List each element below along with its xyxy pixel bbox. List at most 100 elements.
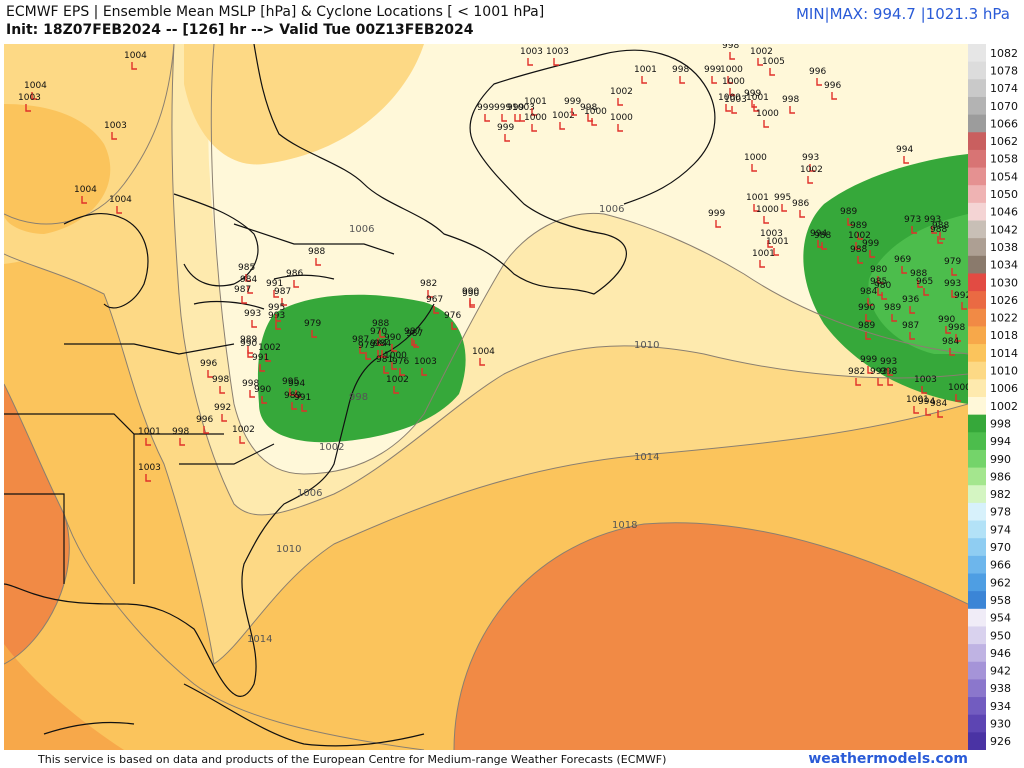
cyclone-location: 1003 bbox=[520, 47, 543, 66]
cyclone-pressure-label: 1002 bbox=[232, 425, 255, 435]
cyclone-pressure-label: 986 bbox=[792, 199, 809, 209]
cyclone-location: 1002 bbox=[800, 165, 823, 184]
low-center-marker bbox=[751, 100, 757, 108]
isobar-label-1002: 1002 bbox=[319, 442, 344, 453]
cyclone-location: 1000 bbox=[610, 113, 633, 132]
cyclone-pressure-label: 984 bbox=[942, 337, 959, 347]
cyclone-pressure-label: 987 bbox=[274, 287, 291, 297]
cyclone-location: 998 bbox=[580, 103, 597, 122]
cyclone-location: 993 bbox=[880, 357, 897, 376]
cyclone-location: 979 bbox=[304, 319, 321, 338]
low-center-marker bbox=[937, 236, 943, 244]
low-center-marker bbox=[484, 114, 490, 122]
cyclone-pressure-label: 995 bbox=[282, 377, 299, 387]
colorbar-label: 1026 bbox=[990, 294, 1018, 307]
cyclone-pressure-label: 993 bbox=[244, 309, 261, 319]
cyclone-location: 1000 bbox=[718, 93, 741, 112]
cyclone-pressure-label: 1003 bbox=[760, 229, 783, 239]
colorbar-swatches: 1082 1078 1074 1070 1066 1062 1058 1054 1050 1046… bbox=[968, 44, 1018, 751]
cyclone-location: 993 bbox=[924, 215, 941, 234]
cyclone-location: 979 bbox=[358, 341, 375, 360]
cyclone-pressure-label: 999 bbox=[744, 89, 761, 99]
cyclone-location: 988 bbox=[930, 225, 947, 244]
cyclone-pressure-label: 988 bbox=[932, 221, 949, 231]
cyclone-pressure-label: 1004 bbox=[24, 81, 47, 91]
cyclone-location: 998 bbox=[948, 323, 965, 342]
cyclone-location: 991 bbox=[294, 393, 311, 412]
cyclone-pressure-label: 1002 bbox=[610, 87, 633, 97]
cyclone-pressure-label: 1000 bbox=[756, 205, 779, 215]
cyclone-location: 1002 bbox=[258, 343, 281, 362]
cyclone-pressure-label: 1003 bbox=[18, 93, 41, 103]
low-center-marker bbox=[939, 232, 945, 240]
colorbar-swatch bbox=[968, 308, 986, 327]
low-center-marker bbox=[145, 438, 151, 446]
cyclone-location: 993 bbox=[244, 309, 261, 328]
low-center-marker bbox=[711, 76, 717, 84]
cyclone-location: 984 bbox=[374, 339, 391, 358]
cyclone-location: 999 bbox=[477, 103, 494, 122]
cyclone-pressure-label: 998 bbox=[948, 323, 965, 333]
low-center-marker bbox=[955, 334, 961, 342]
cyclone-location: 973 bbox=[904, 215, 921, 234]
colorbar-canvas: 1082 1078 1074 1070 1066 1062 1058 1054 1050 1046… bbox=[968, 44, 1018, 751]
cyclone-location: 986 bbox=[286, 269, 303, 288]
colorbar-label: 954 bbox=[990, 612, 1011, 625]
colorbar-label: 938 bbox=[990, 682, 1011, 695]
colorbar-swatch bbox=[968, 238, 986, 257]
cyclone-pressure-label: 1002 bbox=[386, 375, 409, 385]
brand-link[interactable]: weathermodels.com bbox=[808, 751, 968, 767]
cyclone-location: 994 bbox=[288, 379, 305, 398]
cyclone-pressure-label: 999 bbox=[507, 103, 524, 113]
isobar-label-1014-b: 1014 bbox=[247, 634, 272, 645]
cyclone-pressure-label: 998 bbox=[722, 44, 739, 51]
cyclone-location: 995 bbox=[774, 193, 791, 212]
colorbar-swatch bbox=[968, 344, 986, 363]
low-center-marker bbox=[763, 216, 769, 224]
cyclone-pressure-label: 1004 bbox=[472, 347, 495, 357]
cyclone-pressure-label: 986 bbox=[286, 269, 303, 279]
cyclone-location: 984 bbox=[860, 287, 877, 306]
cyclone-location: 999 bbox=[860, 355, 877, 374]
coastline-east bbox=[233, 303, 435, 697]
border-us-canada bbox=[233, 223, 395, 255]
cyclone-location: 1002 bbox=[232, 425, 255, 444]
cyclone-location: 999 bbox=[497, 123, 514, 142]
cyclone-location: 1002 bbox=[610, 87, 633, 106]
pressure-band-1018-south bbox=[454, 522, 968, 750]
cyclone-pressure-label: 1000 bbox=[722, 77, 745, 87]
low-center-marker bbox=[315, 258, 321, 266]
cyclone-location: 1002 bbox=[552, 111, 575, 130]
cyclone-location: 1003 bbox=[414, 357, 437, 376]
low-center-marker bbox=[949, 348, 955, 356]
coastlines bbox=[4, 44, 716, 747]
cyclone-pressure-label: 1001 bbox=[752, 249, 775, 259]
low-center-marker bbox=[179, 438, 185, 446]
low-center-marker bbox=[433, 306, 439, 314]
cyclone-pressure-label: 1003 bbox=[104, 121, 127, 131]
cyclone-pressure-label: 991 bbox=[266, 279, 283, 289]
low-center-marker bbox=[781, 204, 787, 212]
low-center-marker bbox=[301, 404, 307, 412]
cyclone-pressure-label: 998 bbox=[580, 103, 597, 113]
cyclone-pressure-label: 998 bbox=[242, 379, 259, 389]
low-center-marker bbox=[311, 330, 317, 338]
cyclone-pressure-label: 1002 bbox=[800, 165, 823, 175]
pressure-band-nw-1014 bbox=[4, 104, 111, 234]
cyclone-pressure-label: 1000 bbox=[610, 113, 633, 123]
cyclone-pressure-label: 1000 bbox=[384, 351, 407, 361]
low-center-marker bbox=[921, 386, 927, 394]
colorbar-label: 1078 bbox=[990, 64, 1018, 77]
colorbar-label: 994 bbox=[990, 435, 1011, 448]
great-lakes-ontario bbox=[273, 274, 335, 280]
colorbar-label: 970 bbox=[990, 541, 1011, 554]
cyclone-pressure-label: 990 bbox=[254, 385, 271, 395]
cyclone-pressure-label: 999 bbox=[862, 239, 879, 249]
low-center-marker bbox=[245, 274, 251, 282]
low-center-marker bbox=[81, 196, 87, 204]
low-center-marker bbox=[111, 132, 117, 140]
cyclone-pressure-label: 987 bbox=[352, 335, 369, 345]
cyclone-pressure-label: 1000 bbox=[524, 113, 547, 123]
low-center-marker bbox=[221, 414, 227, 422]
